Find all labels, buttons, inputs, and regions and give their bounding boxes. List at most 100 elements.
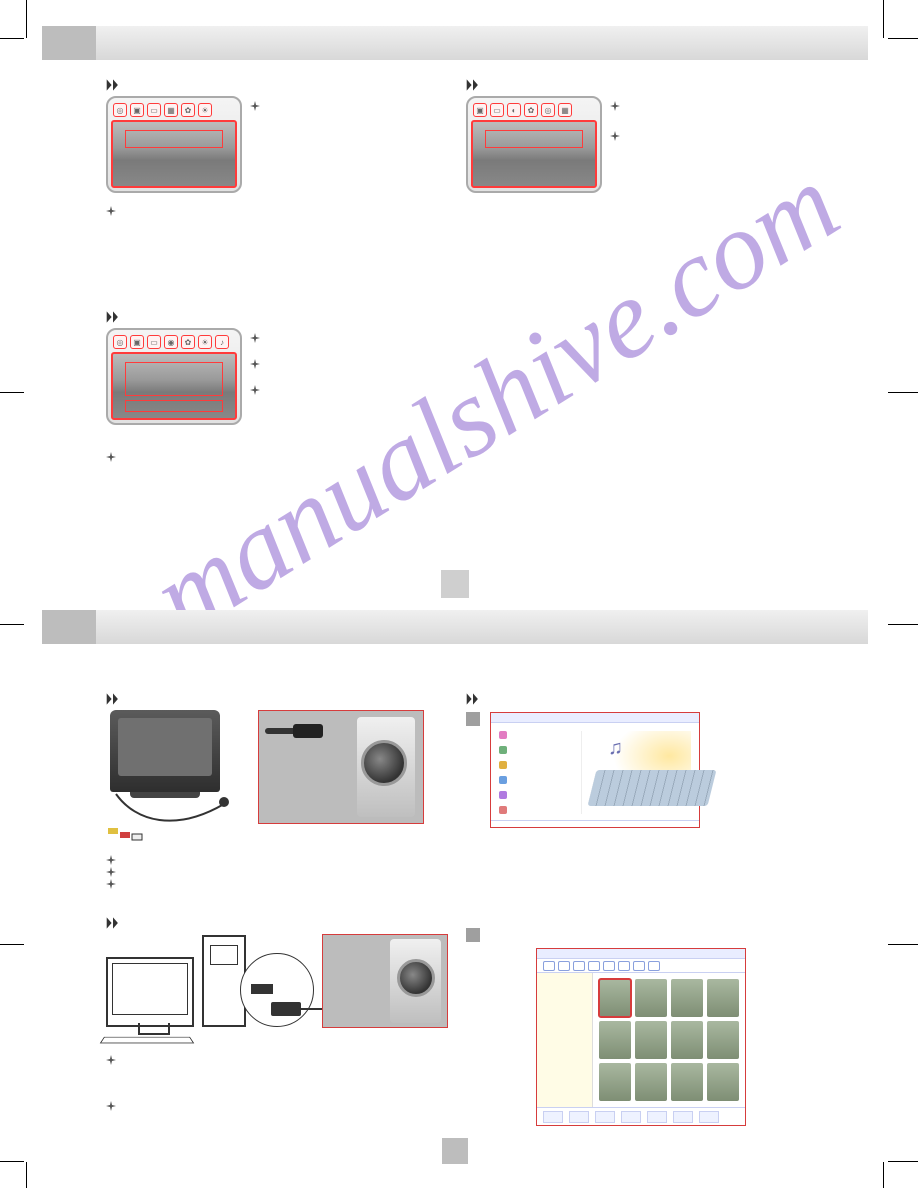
sw-toolbar-button xyxy=(543,961,555,971)
crop-mark xyxy=(0,392,24,393)
crop-mark xyxy=(888,38,918,39)
camera-lens-icon xyxy=(361,740,407,786)
sw-thumbnail xyxy=(707,979,739,1017)
sw-toolbar-button xyxy=(633,961,645,971)
sw-titlebar xyxy=(537,949,745,959)
camera-lens-icon xyxy=(397,959,435,997)
subsection-pc xyxy=(106,910,466,1108)
av-cable-icon xyxy=(106,792,236,842)
sw-toolbar-button xyxy=(618,961,630,971)
camera-photo-usb xyxy=(322,934,448,1028)
lcd-screen xyxy=(471,120,597,188)
sw-menu-icon xyxy=(499,791,507,799)
sw-titlebar xyxy=(491,713,699,723)
lcd-icon-row: ◎ ▣ ▭ ▦ ✿ ☀ xyxy=(111,101,237,120)
tv-icon xyxy=(110,710,220,792)
sw-footer xyxy=(491,820,699,827)
lcd-mode-icon: ♪ xyxy=(215,335,229,349)
sw-menu-icon xyxy=(499,776,507,784)
page-center-marker xyxy=(441,570,469,598)
lcd-mode-icon: ◐ xyxy=(507,103,521,117)
crop-mark xyxy=(26,1162,27,1188)
sw-toolbar-button xyxy=(588,961,600,971)
crop-mark xyxy=(888,392,918,393)
sw-tool-button xyxy=(647,1111,667,1123)
sw-folder-tree xyxy=(537,973,593,1107)
pc-illustration xyxy=(106,935,314,1027)
section-bar-bottom xyxy=(42,610,868,644)
sw-menu-icon xyxy=(499,731,507,739)
sw-toolbar-button xyxy=(558,961,570,971)
callout-star-icon xyxy=(250,98,260,108)
sw-toolbar-button xyxy=(603,961,615,971)
subsection-top-right-1: ▣ ▭ ◐ ✿ ◎ ▦ xyxy=(466,72,766,193)
lcd-mode-icon: ◎ xyxy=(113,103,127,117)
subsection-software-2 xyxy=(466,928,786,1126)
lcd-mode-icon: ◉ xyxy=(164,335,178,349)
callout-star-icon xyxy=(250,356,260,366)
sw-menu-item xyxy=(499,746,571,754)
sw-menu-icon xyxy=(499,806,507,814)
crop-mark xyxy=(883,0,884,38)
camera-lcd: ◎ ▣ ▭ ▦ ✿ ☀ xyxy=(106,96,242,193)
av-jack-icon xyxy=(265,721,325,741)
lcd-mode-icon: ▣ xyxy=(473,103,487,117)
sw-menu-list xyxy=(499,731,571,814)
sw-thumb-grid xyxy=(593,973,745,1107)
sw-toolbar xyxy=(537,959,745,973)
sw-tool-button xyxy=(543,1111,563,1123)
sw-menu-item xyxy=(499,806,571,814)
lcd-highlight-box xyxy=(125,130,223,148)
sw-toolbar-button xyxy=(648,961,660,971)
software-browser-screenshot xyxy=(536,948,746,1126)
sw-toolbar-button xyxy=(573,961,585,971)
sw-thumbnail xyxy=(635,1021,667,1059)
camera-lcd: ▣ ▭ ◐ ✿ ◎ ▦ xyxy=(466,96,602,193)
sw-menu-item xyxy=(499,776,571,784)
sw-tool-button xyxy=(699,1111,719,1123)
sw-tool-button xyxy=(621,1111,641,1123)
lcd-mode-icon: ☀ xyxy=(198,335,212,349)
lcd-mode-icon: ▭ xyxy=(147,335,161,349)
sw-menu-item xyxy=(499,761,571,769)
lcd-icon-row: ◎ ▣ ▭ ◉ ✿ ☀ ♪ xyxy=(111,333,237,352)
lcd-mode-icon: ▦ xyxy=(558,103,572,117)
lcd-mode-icon: ▦ xyxy=(164,103,178,117)
bullet-star-icon xyxy=(106,1098,116,1108)
sw-thumbnail xyxy=(599,1021,631,1059)
sw-menu-item xyxy=(499,731,571,739)
callout-star-icon xyxy=(250,382,260,392)
lcd-mode-icon: ◎ xyxy=(113,335,127,349)
lcd-mode-icon: ▭ xyxy=(490,103,504,117)
usb-detail-icon xyxy=(240,953,314,1027)
sw-tool-button xyxy=(673,1111,693,1123)
bullet-star-icon xyxy=(106,449,116,459)
sw-thumbnail xyxy=(671,1021,703,1059)
film-reel-icon xyxy=(588,770,717,806)
subsection-top-left-1: ◎ ▣ ▭ ▦ ✿ ☀ xyxy=(106,72,406,213)
lcd-mode-icon: ☀ xyxy=(198,103,212,117)
section-number-block xyxy=(42,26,96,60)
bullet-star-icon xyxy=(106,1052,116,1062)
subsection-software-1: ♫ xyxy=(466,686,766,828)
lcd-mode-icon: ✿ xyxy=(181,103,195,117)
bullet-star-icon xyxy=(106,876,116,886)
lcd-mode-icon: ▣ xyxy=(130,103,144,117)
subsection-top-left-2: ◎ ▣ ▭ ◉ ✿ ☀ ♪ xyxy=(106,304,406,459)
tv-illustration xyxy=(106,710,246,842)
sw-thumbnail xyxy=(671,979,703,1017)
sw-menu-icon xyxy=(499,746,507,754)
page: manualshive.com ◎ ▣ ▭ ▦ ✿ ☀ xyxy=(42,26,868,1166)
bullet-star-icon xyxy=(106,864,116,874)
crop-mark xyxy=(0,38,24,39)
crop-mark xyxy=(883,1162,884,1188)
pc-tower-icon xyxy=(202,935,246,1027)
crop-mark xyxy=(0,1161,24,1162)
callout-star-icon xyxy=(610,128,620,138)
sw-menu-icon xyxy=(499,761,507,769)
step-square-icon xyxy=(466,712,480,726)
lcd-mode-icon: ✿ xyxy=(181,335,195,349)
crop-mark xyxy=(26,0,27,38)
lcd-mode-icon: ✿ xyxy=(524,103,538,117)
monitor-icon xyxy=(106,957,194,1027)
